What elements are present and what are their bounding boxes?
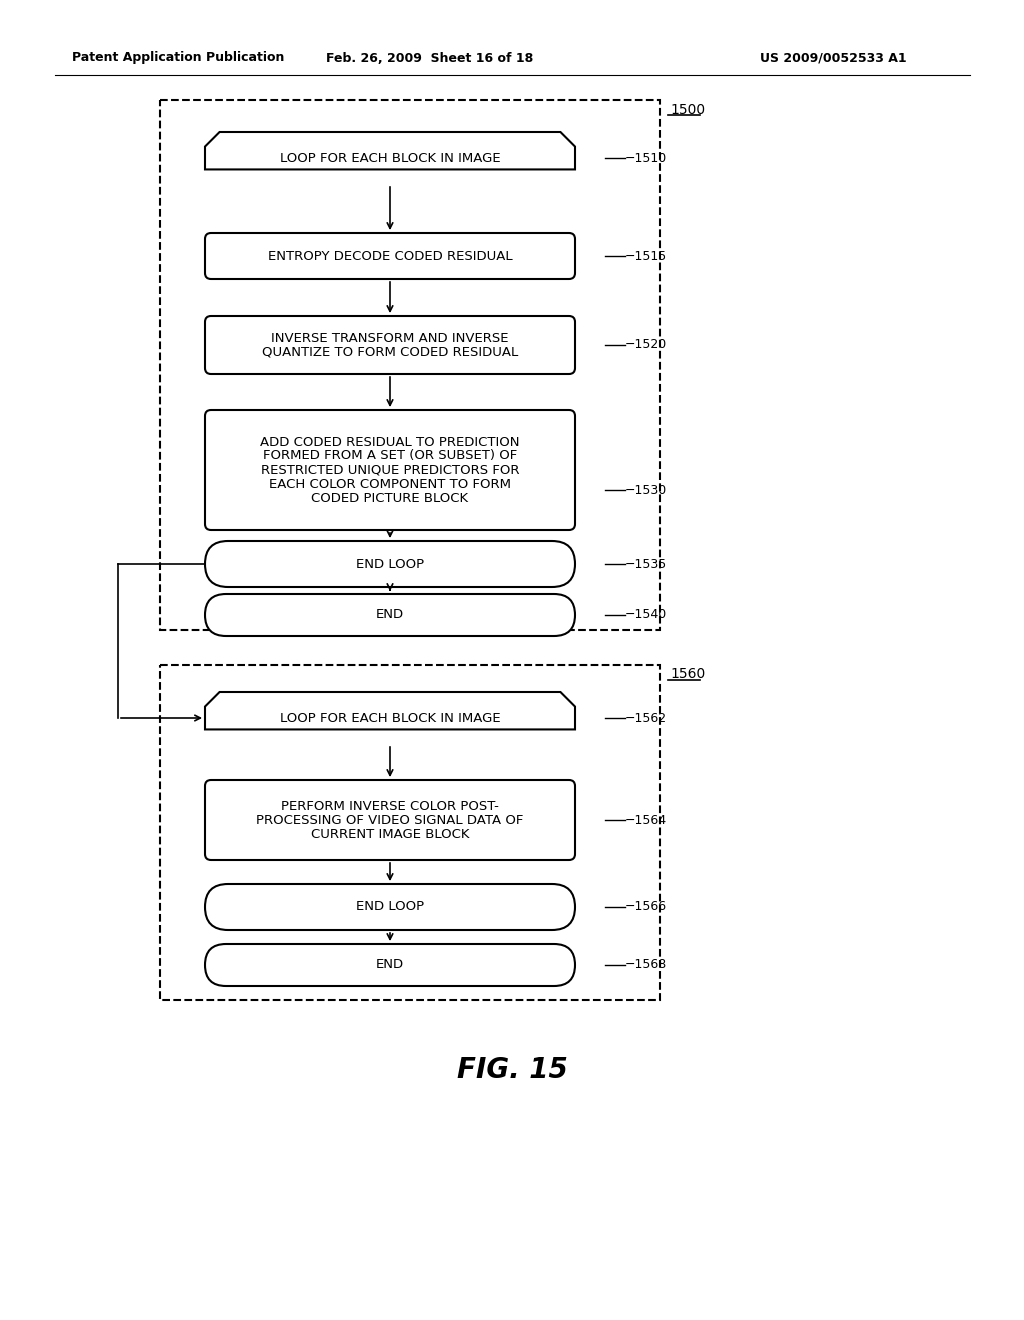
FancyBboxPatch shape [205, 315, 575, 374]
FancyBboxPatch shape [205, 780, 575, 861]
Text: US 2009/0052533 A1: US 2009/0052533 A1 [760, 51, 906, 65]
Text: PERFORM INVERSE COLOR POST-: PERFORM INVERSE COLOR POST- [281, 800, 499, 813]
Text: END LOOP: END LOOP [356, 557, 424, 570]
Text: 1560: 1560 [670, 667, 706, 681]
Text: Feb. 26, 2009  Sheet 16 of 18: Feb. 26, 2009 Sheet 16 of 18 [327, 51, 534, 65]
Polygon shape [205, 132, 575, 169]
Text: −1515: −1515 [625, 249, 668, 263]
Text: CURRENT IMAGE BLOCK: CURRENT IMAGE BLOCK [310, 828, 469, 841]
Polygon shape [205, 692, 575, 730]
Text: −1566: −1566 [625, 900, 667, 913]
Text: Patent Application Publication: Patent Application Publication [72, 51, 285, 65]
Text: END: END [376, 609, 404, 622]
FancyBboxPatch shape [205, 944, 575, 986]
Text: CODED PICTURE BLOCK: CODED PICTURE BLOCK [311, 491, 469, 504]
Text: −1510: −1510 [625, 152, 668, 165]
Text: PROCESSING OF VIDEO SIGNAL DATA OF: PROCESSING OF VIDEO SIGNAL DATA OF [256, 813, 523, 826]
FancyBboxPatch shape [205, 884, 575, 931]
Text: −1530: −1530 [625, 483, 668, 496]
Text: RESTRICTED UNIQUE PREDICTORS FOR: RESTRICTED UNIQUE PREDICTORS FOR [261, 463, 519, 477]
Text: LOOP FOR EACH BLOCK IN IMAGE: LOOP FOR EACH BLOCK IN IMAGE [280, 711, 501, 725]
Text: INVERSE TRANSFORM AND INVERSE: INVERSE TRANSFORM AND INVERSE [271, 331, 509, 345]
Text: −1562: −1562 [625, 711, 667, 725]
Text: END LOOP: END LOOP [356, 900, 424, 913]
FancyBboxPatch shape [205, 411, 575, 531]
FancyBboxPatch shape [205, 594, 575, 636]
FancyBboxPatch shape [205, 541, 575, 587]
Text: FIG. 15: FIG. 15 [457, 1056, 567, 1084]
Text: −1520: −1520 [625, 338, 668, 351]
Bar [160, 100, 660, 630]
Text: ADD CODED RESIDUAL TO PREDICTION: ADD CODED RESIDUAL TO PREDICTION [260, 436, 520, 449]
Text: EACH COLOR COMPONENT TO FORM: EACH COLOR COMPONENT TO FORM [269, 478, 511, 491]
Text: ENTROPY DECODE CODED RESIDUAL: ENTROPY DECODE CODED RESIDUAL [267, 249, 512, 263]
Bar [160, 665, 660, 1001]
Text: END: END [376, 958, 404, 972]
Text: FORMED FROM A SET (OR SUBSET) OF: FORMED FROM A SET (OR SUBSET) OF [263, 450, 517, 462]
FancyBboxPatch shape [205, 234, 575, 279]
Text: −1540: −1540 [625, 609, 668, 622]
Text: LOOP FOR EACH BLOCK IN IMAGE: LOOP FOR EACH BLOCK IN IMAGE [280, 152, 501, 165]
Text: 1500: 1500 [670, 103, 706, 117]
Text: −1535: −1535 [625, 557, 668, 570]
Text: −1564: −1564 [625, 813, 667, 826]
Text: QUANTIZE TO FORM CODED RESIDUAL: QUANTIZE TO FORM CODED RESIDUAL [262, 346, 518, 359]
Text: −1568: −1568 [625, 958, 668, 972]
